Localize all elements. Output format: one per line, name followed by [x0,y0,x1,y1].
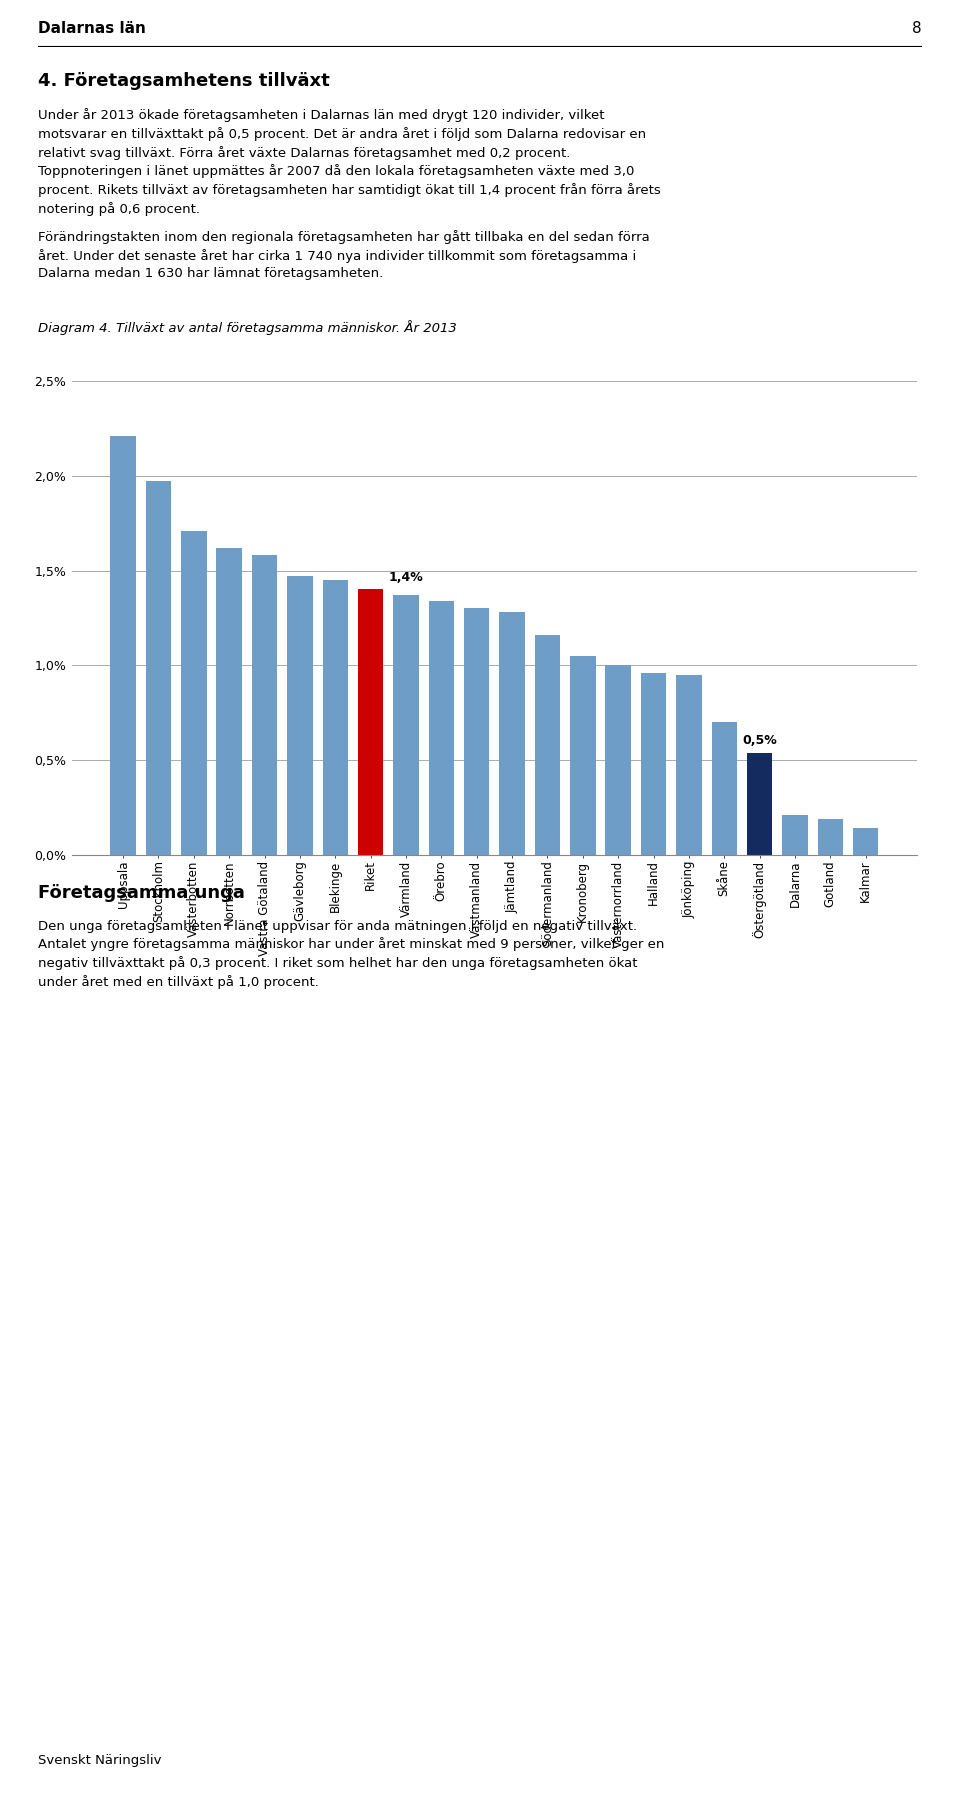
Bar [782,815,807,855]
Bar [110,436,136,855]
Bar [146,481,171,855]
Text: Den unga företagsamheten i länet uppvisar för anda mätningen i följd en negativ : Den unga företagsamheten i länet uppvisa… [38,920,664,990]
Bar [252,555,277,855]
Bar [818,819,843,855]
Bar [711,722,737,855]
Text: Företagsamma unga: Företagsamma unga [38,884,245,902]
Text: 1,4%: 1,4% [389,571,423,584]
Text: 0,5%: 0,5% [742,735,777,747]
Bar [640,674,666,855]
Text: 4. Företagsamhetens tillväxt: 4. Företagsamhetens tillväxt [38,72,330,90]
Bar [181,532,206,855]
Bar [464,609,490,855]
Text: Förändringstakten inom den regionala företagsamheten har gått tillbaka en del se: Förändringstakten inom den regionala för… [38,230,650,280]
Text: Dalarnas län: Dalarnas län [38,22,146,36]
Bar [535,636,561,855]
Bar [394,594,419,855]
Bar [216,548,242,855]
Text: Svenskt Näringsliv: Svenskt Näringsliv [38,1755,162,1767]
Text: 8: 8 [912,22,922,36]
Bar [570,656,595,855]
Text: Under år 2013 ökade företagsamheten i Dalarnas län med drygt 120 individer, vilk: Under år 2013 ökade företagsamheten i Da… [38,108,661,216]
Bar [358,589,383,855]
Bar [606,665,631,855]
Bar [428,602,454,855]
Bar [323,580,348,855]
Bar [499,612,525,855]
Bar [852,828,878,855]
Bar [287,577,313,855]
Bar [747,753,773,855]
Bar [676,675,702,855]
Text: Diagram 4. Tillväxt av antal företagsamma människor. År 2013: Diagram 4. Tillväxt av antal företagsamm… [38,320,457,334]
